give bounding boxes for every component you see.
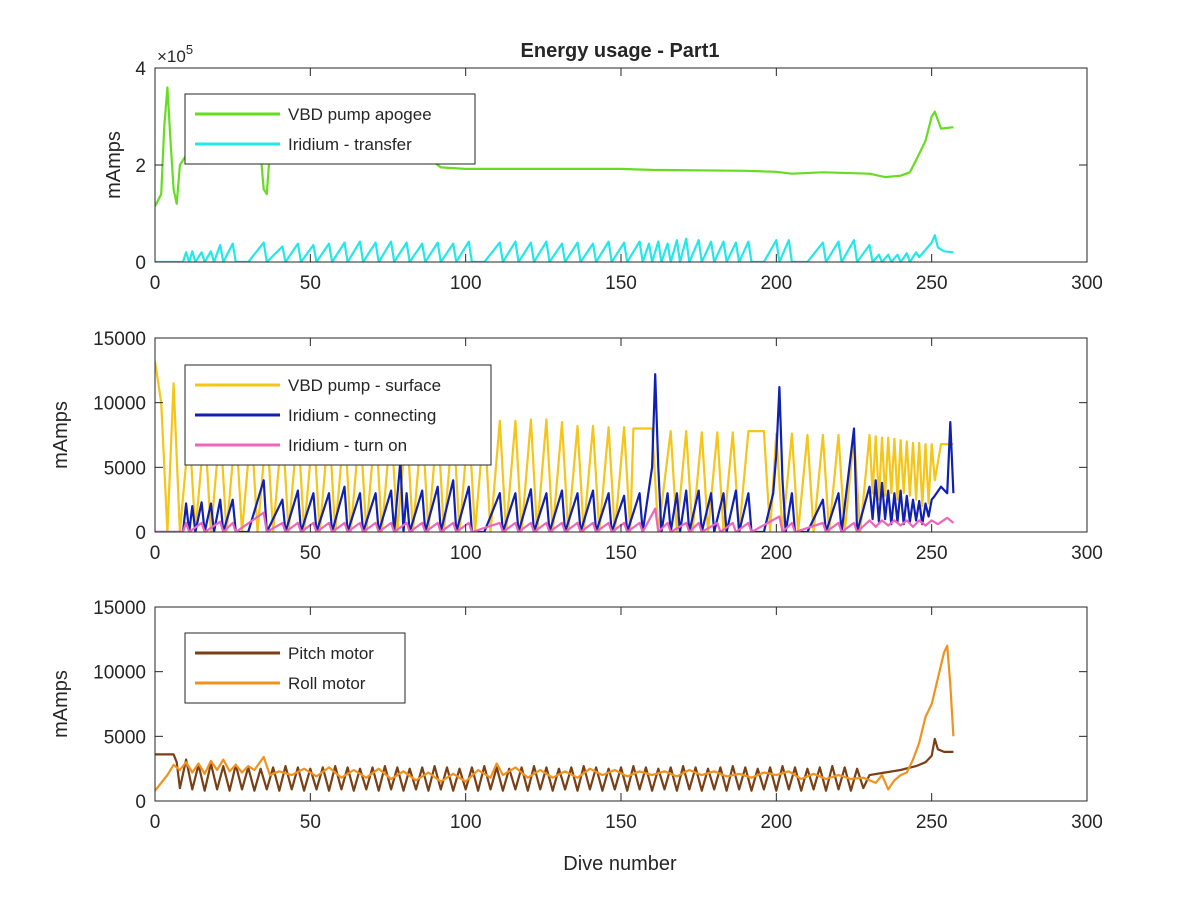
series-line-2-3: [155, 507, 955, 532]
x-tick-label: 300: [1071, 812, 1103, 833]
x-tick-label: 150: [605, 273, 637, 294]
y-tick-label: 10000: [93, 663, 146, 684]
y-tick-label: 0: [135, 792, 146, 813]
x-tick-label: 200: [760, 812, 792, 833]
figure-title: Energy usage - Part1: [521, 40, 720, 62]
x-tick-label: 150: [605, 812, 637, 833]
series-line-2-2: [155, 373, 955, 532]
subplot-3: 0 50 100 150 200 250 300 0 5000 10000 15000 mAmps Pi…: [50, 598, 1103, 833]
subplot-1: 0 50 100 150 200 250 300 0 2 4 ×105 mAmps VBD pump a…: [103, 42, 1103, 294]
x-axis-label: Dive number: [563, 853, 677, 875]
series-line-1-1: [155, 86, 954, 207]
y-tick-label: 5000: [104, 458, 146, 479]
x-tick-label: 100: [450, 543, 482, 564]
x-tick-label: 300: [1071, 543, 1103, 564]
legend-entry: VBD pump apogee: [288, 105, 432, 124]
series-line-1-2: [155, 234, 954, 262]
x-tick-label: 150: [605, 543, 637, 564]
x-tick-label: 200: [760, 273, 792, 294]
y-axis-label: mAmps: [103, 131, 125, 199]
legend-box: [184, 632, 406, 704]
x-tick-label: 250: [916, 273, 948, 294]
subplot-panels: 0 50 100 150 200 250 300 0 2 4 ×105 mAmps VBD pump a…: [50, 42, 1103, 833]
subplot-2: 0 50 100 150 200 250 300 0 5000 10000 15000 mAmps VB…: [50, 329, 1103, 564]
y-tick-label: 0: [135, 523, 146, 544]
x-tick-label: 100: [450, 273, 482, 294]
legend: VBD pump apogee Iridium - transfer: [184, 93, 476, 165]
x-tick-label: 0: [150, 273, 161, 294]
y-tick-label: 5000: [104, 727, 146, 748]
x-tick-label: 100: [450, 812, 482, 833]
legend: Pitch motor Roll motor: [184, 632, 406, 704]
x-tick-label: 50: [300, 543, 321, 564]
legend-entry: Pitch motor: [288, 644, 374, 663]
x-tick-label: 0: [150, 812, 161, 833]
legend-entry: VBD pump - surface: [288, 376, 441, 395]
legend-entry: Iridium - connecting: [288, 406, 436, 425]
series-line-3-2: [155, 644, 955, 792]
x-tick-label: 300: [1071, 273, 1103, 294]
legend-entry: Roll motor: [288, 674, 366, 693]
x-tick-label: 250: [916, 543, 948, 564]
y-axis-label: mAmps: [50, 670, 72, 738]
y-axis-label: mAmps: [50, 401, 72, 469]
series-line-3-1: [155, 737, 954, 792]
y-tick-label: 4: [135, 59, 146, 80]
legend-box: [184, 93, 476, 165]
y-tick-label: 2: [135, 156, 146, 177]
x-tick-label: 50: [300, 812, 321, 833]
y-exponent-label: ×105: [157, 42, 193, 66]
x-tick-label: 50: [300, 273, 321, 294]
x-tick-label: 250: [916, 812, 948, 833]
legend: VBD pump - surface Iridium - connecting Ir…: [184, 364, 492, 466]
x-tick-label: 200: [760, 543, 792, 564]
legend-entry: Iridium - transfer: [288, 135, 412, 154]
y-tick-label: 0: [135, 253, 146, 274]
y-tick-label: 15000: [93, 329, 146, 350]
legend-entry: Iridium - turn on: [288, 436, 407, 455]
y-tick-label: 15000: [93, 598, 146, 619]
y-tick-label: 10000: [93, 394, 146, 415]
x-tick-label: 0: [150, 543, 161, 564]
